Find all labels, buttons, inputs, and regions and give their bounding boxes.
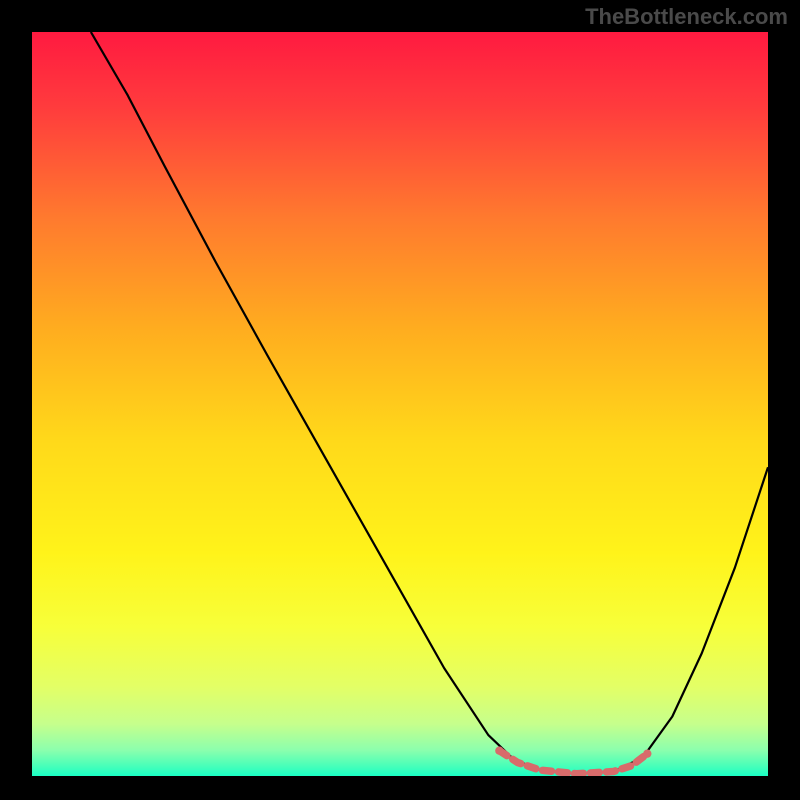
highlight-segment: [499, 751, 647, 774]
highlight-group: [495, 747, 651, 774]
plot-area: [32, 32, 768, 776]
main-curve: [91, 32, 768, 774]
watermark-text: TheBottleneck.com: [585, 4, 788, 30]
highlight-end-dot: [643, 749, 651, 757]
curve-overlay: [32, 32, 768, 776]
highlight-end-dot: [495, 747, 503, 755]
